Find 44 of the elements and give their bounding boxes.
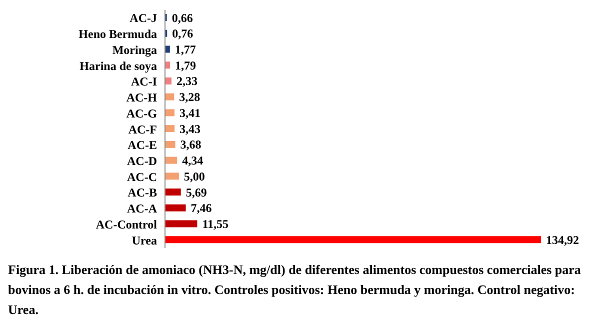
data-label: 1,77 bbox=[174, 42, 196, 56]
y-tick-label: AC-A bbox=[127, 202, 158, 216]
data-label: 0,76 bbox=[172, 26, 194, 41]
y-tick-label: Heno Bermuda bbox=[78, 27, 157, 42]
data-label: 4,34 bbox=[182, 154, 204, 168]
bar bbox=[165, 140, 176, 148]
y-tick-label: AC-B bbox=[128, 186, 157, 200]
y-tick-label: AC-C bbox=[127, 170, 157, 184]
data-label: 3,43 bbox=[180, 122, 201, 136]
bar bbox=[165, 172, 179, 180]
y-tick-label: Moringa bbox=[112, 42, 157, 57]
bar bbox=[165, 46, 170, 53]
bar bbox=[165, 77, 172, 84]
data-label: 3,28 bbox=[179, 90, 200, 104]
bar bbox=[165, 109, 175, 116]
data-label: 3,68 bbox=[180, 138, 202, 152]
y-tick-label: AC-Control bbox=[96, 217, 158, 232]
bar bbox=[165, 62, 170, 69]
data-label: 2,33 bbox=[176, 74, 198, 88]
bar bbox=[165, 204, 186, 212]
y-tick-label: AC-E bbox=[128, 138, 157, 152]
y-tick-label: Urea bbox=[132, 233, 157, 248]
y-tick-label: AC-H bbox=[126, 90, 158, 105]
text: Figura 1. Liberación de amoniaco (NH3-N, mg/dl) de diferentes alimentos compuestos comerciales para bovinos a 6 h. de incubación in vitro. Controles positivos: Heno bermuda y moringa. Control negativo: Urea. bbox=[8, 261, 582, 319]
bar bbox=[165, 220, 198, 228]
bar bbox=[165, 93, 174, 100]
y-tick-label: AC-I bbox=[131, 74, 158, 89]
y-tick-label: Harina de soya bbox=[80, 58, 157, 73]
bar bbox=[165, 236, 541, 244]
bar bbox=[165, 156, 178, 164]
data-label: 5,00 bbox=[184, 169, 205, 184]
data-label: 1,79 bbox=[174, 58, 196, 72]
data-label: 0,66 bbox=[172, 10, 193, 25]
bar bbox=[165, 125, 175, 132]
y-tick-label: AC-F bbox=[128, 122, 157, 136]
y-tick-label: AC-J bbox=[130, 11, 157, 26]
data-label: 11,55 bbox=[202, 217, 229, 232]
data-label: 5,69 bbox=[186, 185, 207, 200]
data-label: 3,41 bbox=[180, 106, 201, 120]
data-label: 7,46 bbox=[190, 201, 212, 216]
bar bbox=[165, 188, 181, 196]
y-tick-label: AC-G bbox=[126, 106, 157, 120]
data-label: 134,92 bbox=[546, 232, 579, 247]
y-tick-label: AC-D bbox=[127, 154, 158, 168]
